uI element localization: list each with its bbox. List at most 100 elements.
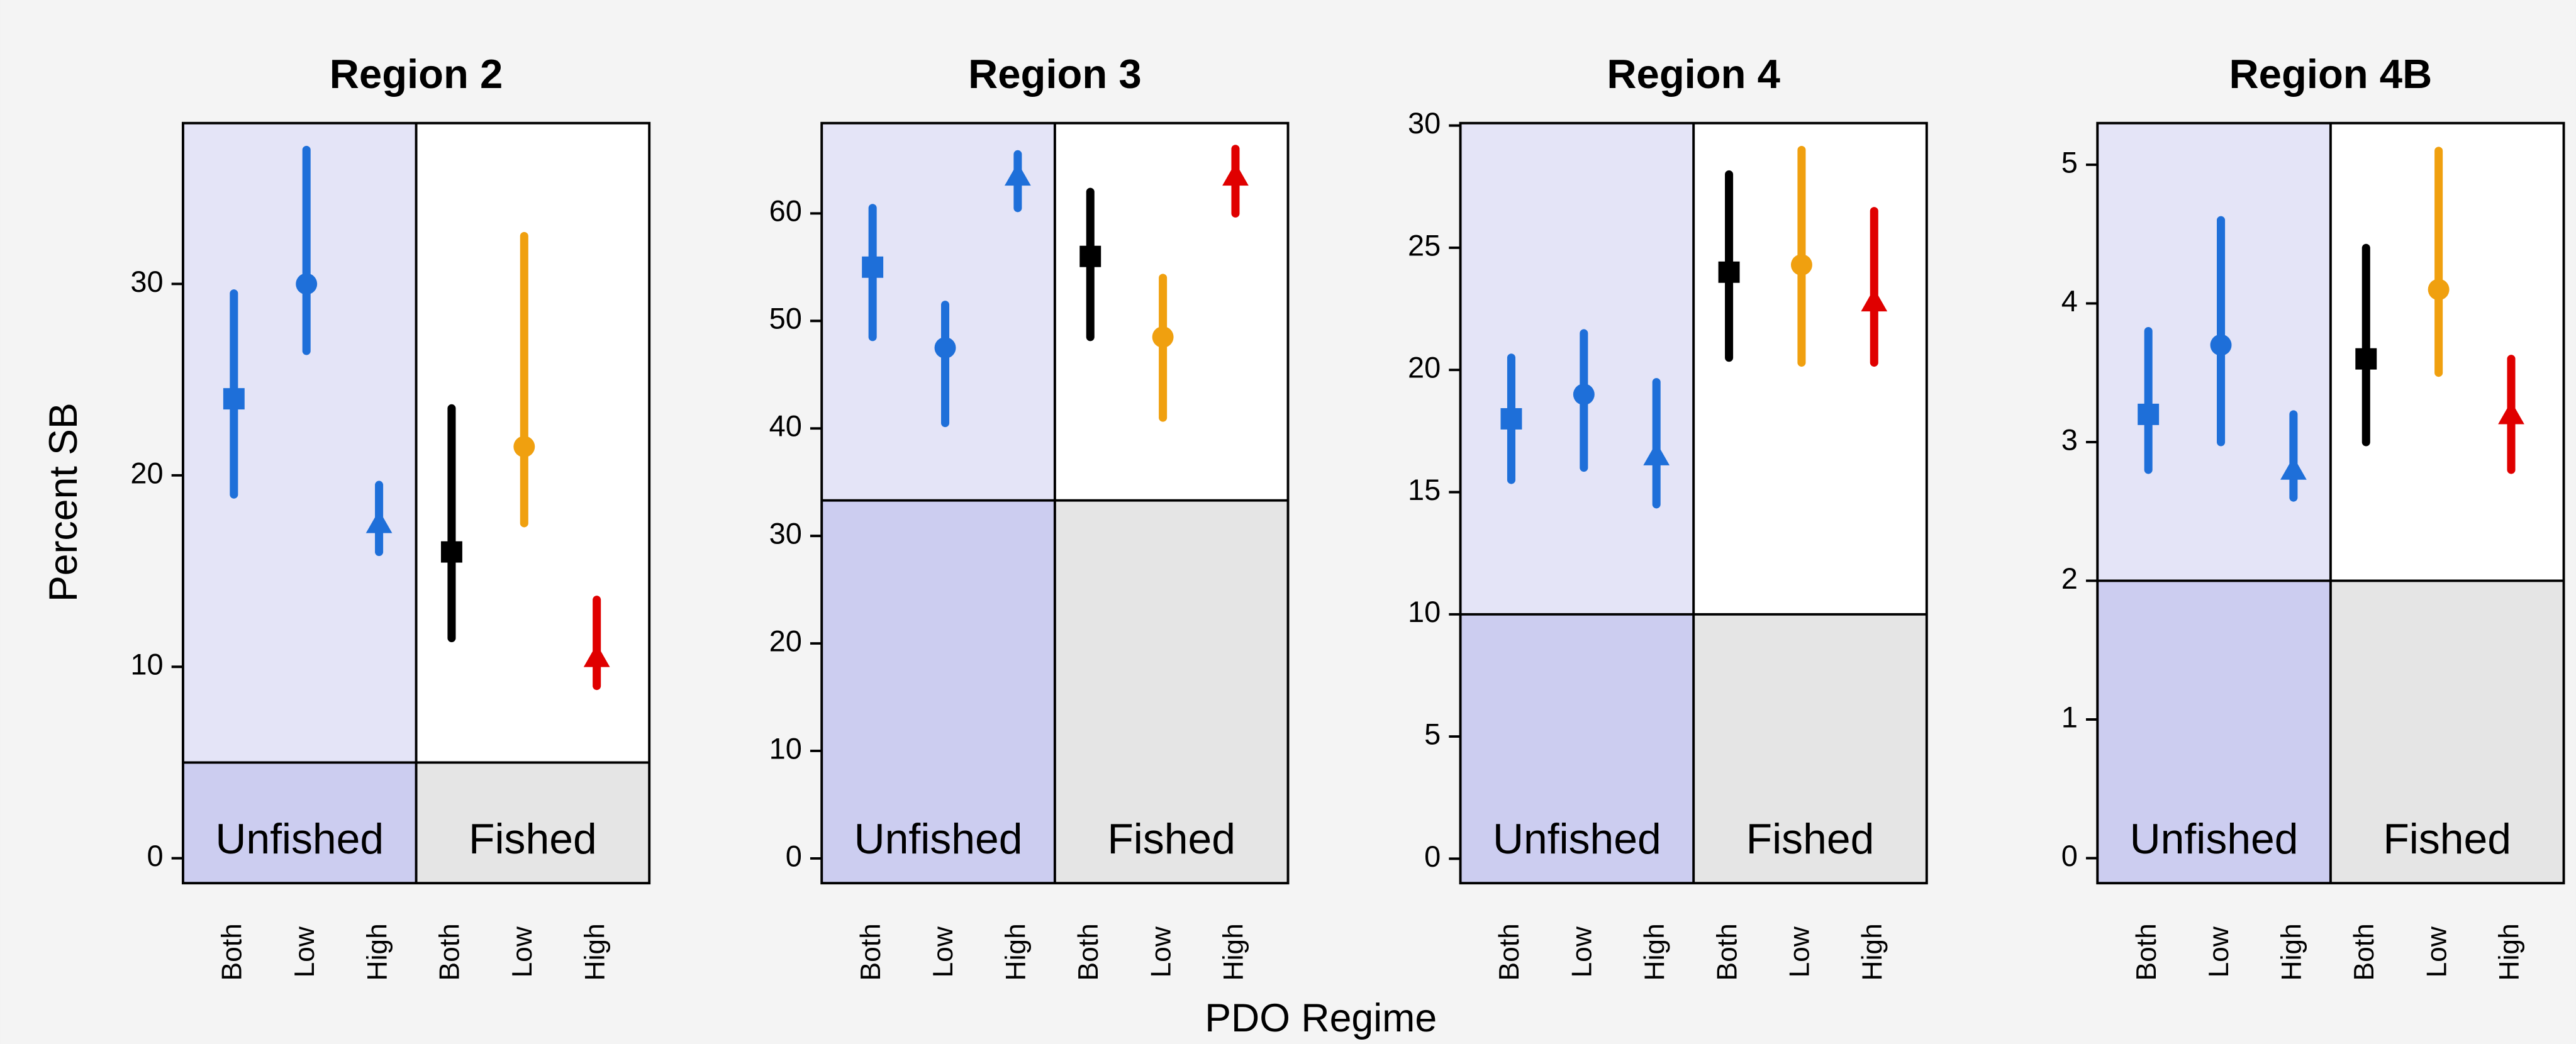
point: [1573, 384, 1595, 406]
point: [2138, 403, 2160, 425]
plot-frame: [181, 121, 651, 885]
x-tick-label: High: [362, 923, 393, 980]
unfished-zone: [182, 123, 416, 763]
unfished-zone: [1460, 123, 1694, 614]
point: [2355, 348, 2377, 370]
group-label: Unfished: [215, 816, 384, 863]
x-tick-label: High: [1639, 923, 1670, 980]
y-tick-label: 30: [1408, 106, 1441, 140]
group-label: Fished: [469, 816, 597, 863]
y-tick-label: 0: [2061, 839, 2078, 872]
y-tick-label: 15: [1408, 473, 1441, 506]
y-tick-label: 30: [130, 265, 163, 298]
y-tick-label: 40: [769, 409, 802, 443]
unfished-depleted-zone: [182, 762, 416, 884]
group-label: Fished: [1107, 816, 1235, 863]
point: [862, 256, 884, 278]
y-tick-label: 0: [1424, 840, 1441, 873]
y-tick-label: 25: [1408, 228, 1441, 262]
x-tick-label: Low: [2421, 926, 2452, 977]
y-tick-label: 5: [2061, 145, 2078, 179]
group-label: Fished: [2383, 816, 2511, 863]
y-tick-label: 20: [1408, 351, 1441, 384]
fished-depleted-zone: [416, 762, 650, 884]
fished-depleted-zone: [1054, 500, 1288, 884]
group-label: Unfished: [2130, 816, 2299, 863]
point: [223, 388, 245, 410]
x-tick-label: Low: [928, 926, 959, 977]
fished-depleted-zone: [1693, 614, 1927, 884]
plot-frame: [820, 121, 1290, 885]
point: [2280, 457, 2307, 480]
unfished-depleted-zone: [2097, 580, 2331, 884]
point: [365, 510, 393, 533]
chart-title: Region 2: [330, 51, 503, 97]
group-label: Fished: [1746, 816, 1875, 863]
x-tick-label: Both: [1494, 923, 1525, 980]
y-tick-label: 50: [769, 302, 802, 335]
x-tick-label: High: [1857, 923, 1888, 980]
y-tick-label: 60: [769, 194, 802, 228]
x-tick-label: High: [579, 923, 610, 980]
x-tick-label: Both: [217, 923, 248, 980]
point: [2210, 334, 2232, 356]
y-tick-label: 1: [2061, 700, 2078, 733]
y-tick-label: 20: [769, 624, 802, 657]
point: [1079, 245, 1101, 267]
x-tick-label: Low: [1567, 926, 1598, 977]
point: [1790, 254, 1812, 276]
y-tick-label: 10: [1408, 595, 1441, 628]
chart-title: Region 4B: [2229, 51, 2433, 97]
point: [1222, 162, 1249, 186]
x-tick-label: High: [1218, 923, 1249, 980]
unfished-depleted-zone: [822, 500, 1055, 884]
x-tick-label: High: [2277, 923, 2307, 980]
x-tick-label: High: [1001, 923, 1032, 980]
y-tick-label: 5: [1424, 717, 1441, 750]
y-tick-label: 3: [2061, 423, 2078, 456]
y-tick-label: 4: [2061, 284, 2078, 318]
x-tick-label: Both: [856, 923, 886, 980]
point: [583, 644, 610, 667]
y-axis-label: Percent SB: [42, 403, 86, 602]
point: [1718, 261, 1740, 283]
point: [2498, 401, 2524, 425]
point: [1861, 288, 1888, 312]
point: [1643, 442, 1670, 465]
point: [1152, 326, 1174, 348]
x-tick-label: Low: [1785, 926, 1815, 977]
y-tick-label: 30: [769, 517, 802, 550]
x-tick-label: Low: [1146, 926, 1176, 977]
x-tick-label: Both: [2349, 923, 2380, 980]
y-tick-label: 10: [130, 648, 163, 681]
point: [513, 436, 535, 458]
y-tick-label: 0: [147, 839, 163, 872]
x-tick-label: Both: [1712, 923, 1742, 980]
fished-depleted-zone: [2330, 580, 2564, 884]
x-axis-label: PDO Regime: [1205, 996, 1437, 1040]
x-tick-label: Low: [507, 926, 538, 977]
point: [934, 337, 956, 358]
group-label: Unfished: [1493, 816, 1661, 863]
x-tick-label: High: [2494, 923, 2525, 980]
point: [1005, 162, 1031, 186]
x-tick-label: Low: [2204, 926, 2234, 977]
x-tick-label: Low: [289, 926, 320, 977]
y-tick-label: 10: [769, 731, 802, 765]
point: [440, 541, 462, 563]
point: [296, 273, 318, 295]
chart-title: Region 4: [1607, 51, 1780, 97]
y-tick-label: 0: [786, 839, 802, 872]
x-tick-label: Both: [435, 923, 466, 980]
point: [1500, 408, 1522, 430]
x-tick-label: Both: [2131, 923, 2162, 980]
plot-frame: [1459, 121, 1928, 885]
y-tick-label: 20: [130, 456, 163, 489]
group-label: Unfished: [854, 816, 1023, 863]
y-tick-label: 2: [2061, 562, 2078, 595]
plot-frame: [2096, 121, 2565, 885]
x-tick-label: Both: [1073, 923, 1104, 980]
unfished-depleted-zone: [1460, 614, 1694, 884]
